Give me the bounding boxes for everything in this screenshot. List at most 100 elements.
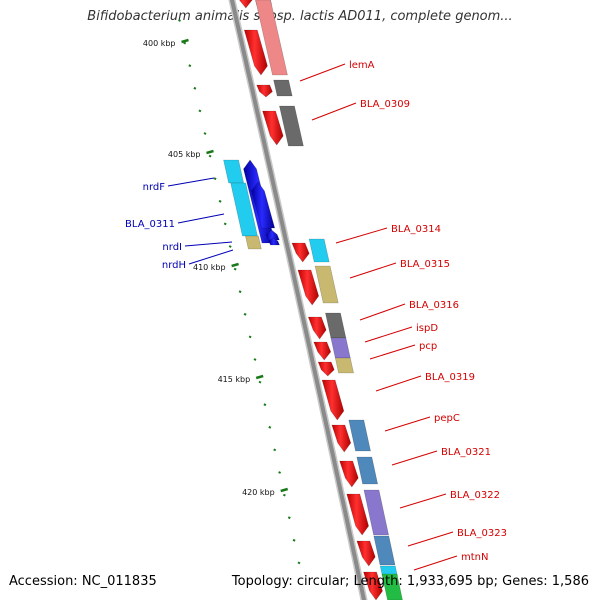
cds-forward-arrow (331, 424, 352, 453)
minor-tick (253, 358, 257, 361)
label-leader-line (375, 375, 422, 392)
cog-category-block (255, 0, 288, 76)
label-leader-line (391, 450, 438, 466)
minor-tick (233, 267, 237, 271)
cds-forward-arrow (307, 316, 327, 340)
minor-tick (297, 561, 301, 565)
minor-tick (208, 154, 212, 158)
minor-tick (273, 448, 277, 452)
cds-forward-arrow (256, 84, 273, 98)
label-leader-line (335, 227, 388, 244)
gene-label-forward: BLA_0323 (457, 528, 507, 539)
gene-label-forward: BLA_0315 (400, 259, 450, 270)
cog-category-block (381, 573, 403, 600)
gene-label-reverse: nrdI (162, 242, 182, 253)
label-leader-line (299, 63, 346, 82)
cds-forward-arrow (346, 493, 369, 536)
label-leader-line (413, 555, 458, 571)
minor-tick (213, 177, 217, 181)
gene-label-forward: BLA_0321 (441, 447, 491, 458)
gene-label-forward: BLA_0322 (450, 490, 500, 501)
minor-tick (218, 199, 222, 203)
cds-forward-arrow (363, 571, 383, 600)
gene-label-forward: BLA_0319 (425, 372, 475, 383)
accession-label: Accession: NC_011835 (9, 574, 157, 589)
cds-reverse-arrow (268, 237, 280, 246)
minor-tick (248, 335, 252, 339)
cds-forward-arrow (239, 0, 253, 9)
minor-tick (292, 538, 296, 542)
cds-forward-arrow (313, 341, 332, 361)
cog-category-block (325, 312, 347, 339)
gene-label-forward: BLA_0309 (360, 99, 410, 110)
cog-category-block (363, 489, 389, 536)
tick-label: 420 kbp (242, 488, 275, 497)
gene-label-reverse: nrdF (143, 182, 166, 193)
major-tick (206, 149, 214, 155)
cog-category-block (379, 565, 398, 577)
major-tick (280, 487, 289, 493)
minor-tick (243, 312, 247, 316)
cog-category-block (273, 79, 293, 97)
cds-forward-arrow (356, 540, 376, 567)
cds-forward-arrow (243, 29, 268, 76)
cog-category-block (223, 159, 245, 184)
gene-label-forward: pcp (419, 341, 437, 352)
gene-label-forward: BLA_0314 (391, 224, 441, 235)
minor-tick (188, 64, 192, 68)
cds-forward-arrow (321, 379, 345, 421)
gene-label-reverse: BLA_0311 (125, 219, 175, 230)
gene-label-forward: BLA_0316 (409, 300, 459, 311)
label-leader-line (399, 493, 447, 509)
minor-tick (238, 290, 242, 294)
minor-tick (178, 19, 181, 22)
label-leader-line (167, 177, 215, 187)
major-tick (231, 262, 239, 268)
cds-forward-arrow (297, 269, 320, 306)
label-leader-line (384, 416, 431, 432)
minor-tick (263, 403, 267, 407)
tick-label: 400 kbp (143, 39, 176, 48)
minor-tick (183, 41, 187, 45)
label-leader-line (359, 303, 406, 321)
minor-tick (228, 245, 232, 248)
major-tick (181, 38, 189, 44)
cds-forward-arrow (291, 242, 310, 263)
label-leader-line (349, 262, 397, 279)
tick-label: 415 kbp (218, 375, 251, 384)
cog-category-block (314, 265, 339, 304)
cog-category-block (308, 238, 330, 263)
tick-label: 410 kbp (193, 263, 226, 272)
tick-label: 405 kbp (168, 150, 201, 159)
genome-summary-label: Topology: circular; Length: 1,933,695 bp… (231, 574, 589, 589)
minor-tick (278, 471, 282, 474)
cog-category-block (330, 337, 351, 359)
cog-category-block (356, 456, 379, 485)
label-leader-line (177, 213, 225, 224)
gene-label-forward: lemA (349, 60, 375, 71)
minor-tick (258, 380, 262, 384)
label-leader-line (407, 531, 454, 547)
cog-category-block (245, 235, 262, 250)
minor-tick (287, 516, 291, 520)
minor-tick (223, 222, 227, 226)
cog-category-block (334, 357, 354, 374)
minor-tick (198, 109, 202, 113)
gene-label-forward: pepC (434, 413, 460, 424)
cog-category-block (348, 419, 371, 452)
minor-tick (203, 132, 207, 135)
gene-label-forward: ispD (416, 323, 438, 334)
cog-category-block (279, 105, 304, 147)
label-leader-line (188, 249, 234, 265)
cds-reverse-arrow (251, 181, 276, 229)
label-leader-line (184, 241, 233, 247)
minor-tick (193, 86, 197, 90)
label-leader-line (311, 102, 357, 121)
cog-category-block (373, 535, 396, 566)
cds-forward-arrow (262, 110, 284, 146)
gene-label-reverse: nrdH (162, 260, 186, 271)
label-leader-line (364, 326, 413, 343)
minor-tick (282, 493, 286, 497)
major-tick (255, 374, 264, 380)
